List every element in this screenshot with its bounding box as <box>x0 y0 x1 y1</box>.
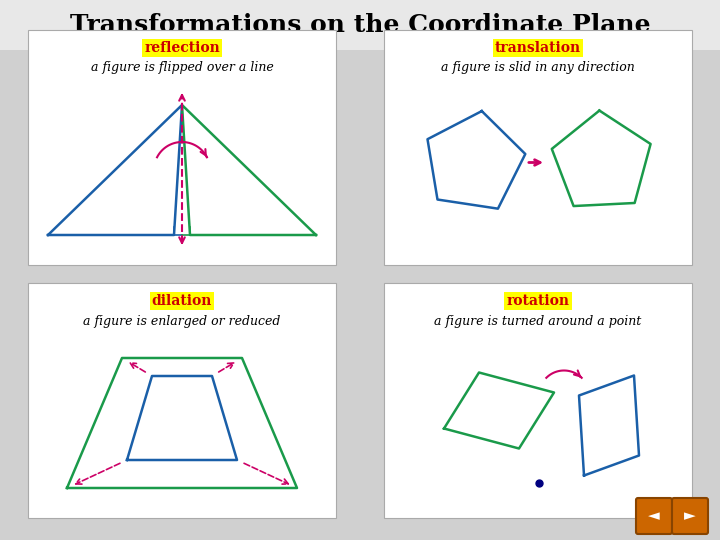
FancyBboxPatch shape <box>28 283 336 518</box>
Text: a figure is flipped over a line: a figure is flipped over a line <box>91 62 274 75</box>
Text: a figure is turned around a point: a figure is turned around a point <box>434 314 642 327</box>
FancyBboxPatch shape <box>0 0 720 50</box>
Text: rotation: rotation <box>506 294 570 308</box>
Text: ◄: ◄ <box>648 509 660 523</box>
Text: reflection: reflection <box>144 41 220 55</box>
FancyBboxPatch shape <box>636 498 672 534</box>
FancyBboxPatch shape <box>28 30 336 265</box>
FancyBboxPatch shape <box>672 498 708 534</box>
FancyBboxPatch shape <box>384 283 692 518</box>
Text: ►: ► <box>684 509 696 523</box>
Text: Transformations on the Coordinate Plane: Transformations on the Coordinate Plane <box>70 13 650 37</box>
Text: translation: translation <box>495 41 581 55</box>
Text: dilation: dilation <box>152 294 212 308</box>
FancyBboxPatch shape <box>384 30 692 265</box>
Text: a figure is enlarged or reduced: a figure is enlarged or reduced <box>84 314 281 327</box>
Text: a figure is slid in any direction: a figure is slid in any direction <box>441 62 635 75</box>
